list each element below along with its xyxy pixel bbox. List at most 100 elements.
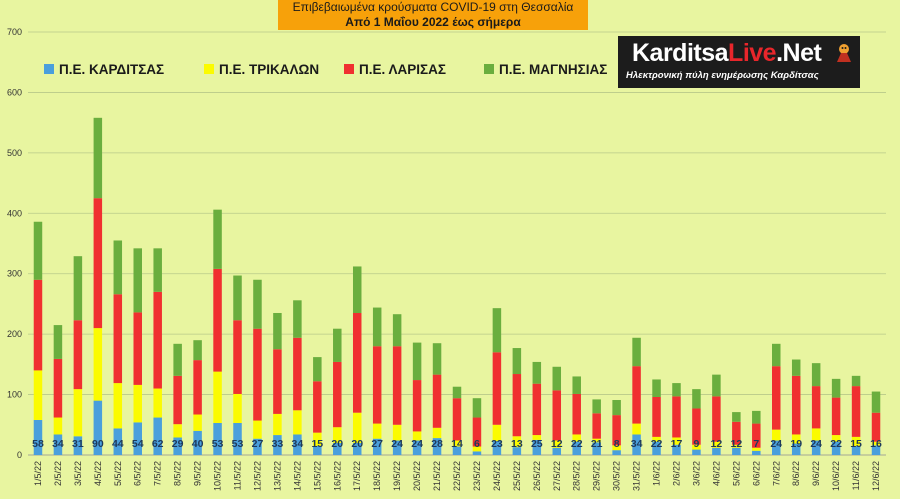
bar-magnesia-31 bbox=[652, 379, 661, 397]
bar-karditsa-5 bbox=[133, 422, 142, 455]
bar-trikala-10 bbox=[233, 393, 242, 423]
bar-trikala-5 bbox=[133, 384, 142, 423]
bar-karditsa-27 bbox=[572, 441, 581, 455]
bar-magnesia-17 bbox=[372, 307, 382, 347]
bar-karditsa-12 bbox=[273, 435, 282, 455]
bar-larisa-31 bbox=[652, 396, 661, 437]
bar-karditsa-22 bbox=[472, 451, 482, 455]
y-tick-label-400: 400 bbox=[7, 208, 22, 218]
bar-larisa-5 bbox=[133, 312, 142, 385]
bar-trikala-37 bbox=[772, 429, 781, 441]
bar-larisa-0 bbox=[33, 279, 43, 371]
data-label-23: 23 bbox=[491, 438, 503, 450]
bar-magnesia-20 bbox=[432, 343, 442, 375]
data-label-9: 53 bbox=[212, 438, 224, 450]
legend-item-magnesia: Π.Ε. ΜΑΓΝΗΣΙΑΣ bbox=[484, 62, 607, 77]
x-tick-label-27: 28/5/22 bbox=[572, 461, 582, 491]
bar-magnesia-37 bbox=[772, 343, 781, 367]
bar-karditsa-16 bbox=[352, 442, 362, 455]
x-tick-label-14: 15/5/22 bbox=[312, 461, 322, 491]
x-tick-label-18: 19/5/22 bbox=[392, 461, 402, 491]
bar-larisa-13 bbox=[293, 337, 302, 411]
x-tick-label-41: 11/6/22 bbox=[851, 461, 861, 490]
logo-name-part1: Karditsa bbox=[632, 39, 729, 67]
bar-larisa-29 bbox=[612, 415, 621, 446]
bar-trikala-12 bbox=[273, 413, 282, 436]
bar-trikala-42 bbox=[871, 441, 881, 446]
data-label-37: 24 bbox=[770, 438, 782, 450]
x-tick-label-5: 6/5/22 bbox=[133, 461, 143, 486]
bar-magnesia-6 bbox=[153, 248, 162, 292]
data-label-28: 21 bbox=[591, 438, 603, 450]
bar-larisa-28 bbox=[592, 413, 601, 439]
bar-trikala-16 bbox=[352, 412, 362, 443]
legend-swatch-karditsa bbox=[44, 64, 54, 74]
bar-larisa-30 bbox=[632, 366, 641, 424]
bar-karditsa-19 bbox=[412, 440, 422, 455]
bar-trikala-26 bbox=[552, 440, 562, 448]
x-tick-label-31: 1/6/22 bbox=[652, 461, 662, 486]
bar-trikala-40 bbox=[831, 435, 841, 442]
bar-trikala-38 bbox=[791, 434, 801, 444]
bar-larisa-9 bbox=[213, 268, 222, 372]
x-tick-label-16: 17/5/22 bbox=[352, 461, 362, 491]
bar-karditsa-28 bbox=[592, 442, 601, 455]
x-tick-label-11: 12/5/22 bbox=[252, 461, 262, 491]
bar-trikala-4 bbox=[113, 383, 123, 429]
data-label-7: 29 bbox=[172, 438, 184, 450]
bar-magnesia-30 bbox=[632, 337, 641, 367]
x-tick-label-37: 7/6/22 bbox=[771, 461, 781, 486]
chart-title-box: Επιβεβαιωμένα κρούσματα COVID-19 στη Θεσ… bbox=[278, 0, 588, 30]
bar-trikala-18 bbox=[392, 424, 402, 441]
data-label-10: 53 bbox=[232, 438, 244, 450]
bar-larisa-21 bbox=[452, 398, 462, 441]
bar-karditsa-42 bbox=[871, 445, 881, 455]
bar-larisa-20 bbox=[432, 374, 442, 428]
bar-magnesia-38 bbox=[791, 359, 801, 376]
x-tick-label-7: 8/5/22 bbox=[173, 461, 183, 486]
bar-larisa-17 bbox=[372, 346, 382, 424]
bar-larisa-15 bbox=[333, 361, 342, 428]
bar-magnesia-0 bbox=[33, 221, 43, 280]
bar-larisa-23 bbox=[492, 352, 502, 425]
bar-larisa-8 bbox=[193, 360, 202, 415]
x-tick-label-24: 25/5/22 bbox=[512, 461, 522, 491]
data-label-19: 24 bbox=[411, 438, 423, 450]
bar-trikala-22 bbox=[472, 446, 482, 452]
bar-magnesia-28 bbox=[592, 399, 601, 414]
y-tick-label-300: 300 bbox=[7, 269, 22, 279]
data-label-40: 22 bbox=[830, 438, 842, 450]
data-label-5: 54 bbox=[132, 438, 144, 450]
bar-larisa-12 bbox=[273, 349, 282, 414]
y-tick-label-500: 500 bbox=[7, 148, 22, 158]
x-tick-label-39: 9/6/22 bbox=[811, 461, 821, 486]
bar-magnesia-32 bbox=[672, 383, 681, 397]
logo-wordmark: KarditsaLive.Net bbox=[632, 39, 822, 67]
bar-larisa-1 bbox=[53, 358, 63, 418]
legend-item-larisa: Π.Ε. ΛΑΡΙΣΑΣ bbox=[344, 62, 446, 77]
mascot-icon bbox=[837, 44, 851, 62]
x-tick-label-32: 2/6/22 bbox=[671, 461, 681, 486]
data-label-31: 22 bbox=[651, 438, 663, 450]
x-tick-label-34: 4/6/22 bbox=[711, 461, 721, 486]
bar-trikala-39 bbox=[811, 428, 821, 441]
x-tick-label-28: 29/5/22 bbox=[592, 461, 602, 491]
x-tick-label-25: 26/5/22 bbox=[532, 461, 542, 491]
bar-magnesia-39 bbox=[811, 363, 821, 387]
bar-karditsa-32 bbox=[672, 444, 681, 455]
bar-larisa-26 bbox=[552, 390, 562, 441]
x-tick-label-10: 11/5/22 bbox=[233, 461, 243, 490]
legend-swatch-trikala bbox=[204, 64, 214, 74]
bar-magnesia-2 bbox=[73, 256, 83, 321]
bar-larisa-37 bbox=[772, 366, 781, 430]
bar-karditsa-40 bbox=[831, 441, 841, 455]
bar-karditsa-35 bbox=[732, 447, 741, 455]
data-label-18: 24 bbox=[391, 438, 403, 450]
bar-larisa-39 bbox=[811, 386, 821, 429]
bar-trikala-36 bbox=[752, 447, 761, 451]
bar-karditsa-24 bbox=[512, 447, 522, 455]
bar-karditsa-2 bbox=[73, 436, 83, 455]
bar-magnesia-10 bbox=[233, 275, 242, 321]
bar-magnesia-7 bbox=[173, 343, 182, 376]
